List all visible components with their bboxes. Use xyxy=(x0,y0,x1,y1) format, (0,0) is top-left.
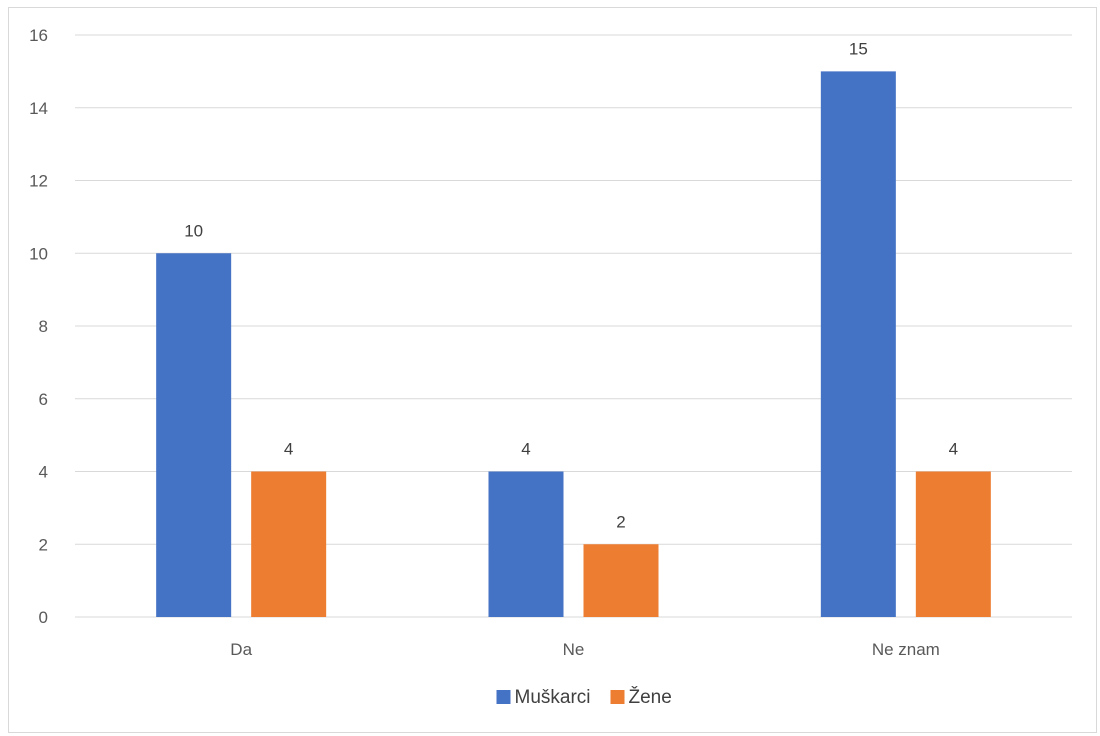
data-label: 4 xyxy=(949,440,958,459)
legend-label: Muškarci xyxy=(515,687,591,708)
y-tick-label: 10 xyxy=(29,244,48,263)
y-tick-label: 2 xyxy=(39,535,48,554)
data-label: 15 xyxy=(849,39,868,58)
y-tick-label: 6 xyxy=(39,390,48,409)
bars xyxy=(156,71,991,617)
y-axis-ticks: 0 2 4 6 8 10 12 14 16 xyxy=(29,26,48,627)
y-tick-label: 4 xyxy=(39,463,48,482)
bar-series2 xyxy=(915,471,991,617)
y-tick-label: 12 xyxy=(29,172,48,191)
legend: Muškarci Žene xyxy=(496,686,672,708)
bar-series1 xyxy=(156,253,232,617)
data-label: 10 xyxy=(184,221,203,240)
x-axis-ticks: Da Ne Ne znam xyxy=(230,640,940,659)
gridlines xyxy=(75,34,1072,618)
legend-swatch xyxy=(496,690,511,704)
data-label: 2 xyxy=(616,512,625,531)
bar-series1 xyxy=(488,471,564,617)
x-tick-label: Da xyxy=(230,640,252,659)
bar-series2 xyxy=(251,471,327,617)
x-tick-label: Ne xyxy=(563,640,585,659)
legend-label: Žene xyxy=(629,686,672,708)
y-tick-label: 16 xyxy=(29,26,48,45)
y-tick-label: 0 xyxy=(39,608,48,627)
data-label: 4 xyxy=(284,440,293,459)
legend-swatch xyxy=(610,690,625,704)
x-tick-label: Ne znam xyxy=(872,640,940,659)
data-labels: 10 4 4 2 15 4 xyxy=(184,39,958,531)
y-tick-label: 14 xyxy=(29,99,48,118)
data-label: 4 xyxy=(521,440,530,459)
bar-series2 xyxy=(583,544,659,617)
bar-series1 xyxy=(820,71,896,617)
y-tick-label: 8 xyxy=(39,317,48,336)
